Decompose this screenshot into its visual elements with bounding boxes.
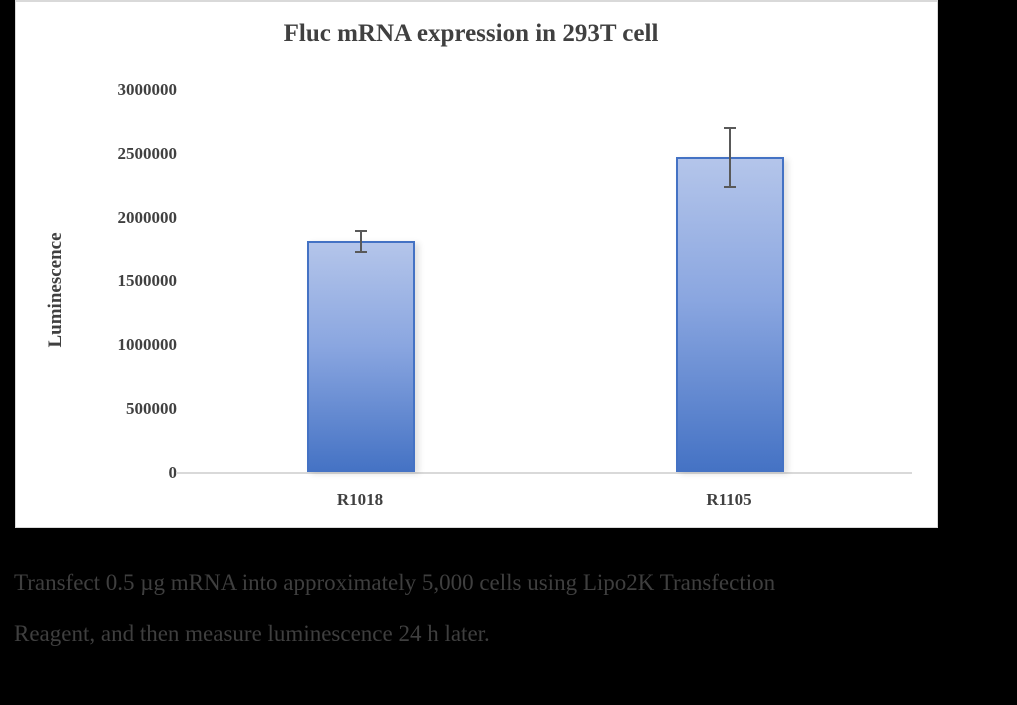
y-tick: 0 <box>168 463 178 482</box>
y-tick: 2000000 <box>117 208 178 227</box>
plot-area: R1018 R1105 <box>176 2 912 530</box>
y-tick: 500000 <box>126 399 177 418</box>
x-tick-r1018: R1018 <box>336 490 384 509</box>
chart-title: Fluc mRNA expression in 293T cell <box>283 20 659 47</box>
caption-line-2: Reagent, and then measure luminescence 2… <box>14 621 490 646</box>
error-bar <box>729 127 731 188</box>
y-axis-ticks: 0 500000 1000000 1500000 2000000 2500000… <box>77 2 178 530</box>
y-tick: 2500000 <box>117 144 178 163</box>
error-bar-cap <box>724 186 736 189</box>
y-tick: 1500000 <box>117 271 178 290</box>
x-axis-line <box>176 472 912 474</box>
bar-r1018 <box>307 240 415 472</box>
y-tick: 3000000 <box>117 80 178 99</box>
x-tick-r1105: R1105 <box>706 490 752 509</box>
chart-panel: Fluc mRNA expression in 293T cell Lumine… <box>15 0 938 528</box>
error-bar-cap <box>355 250 367 253</box>
caption-line-1: Transfect 0.5 µg mRNA into approximately… <box>14 570 776 595</box>
error-bar-cap <box>355 230 367 233</box>
error-bar <box>360 230 362 252</box>
bar-r1105 <box>676 157 784 472</box>
error-bar-cap <box>724 127 736 130</box>
y-axis-label: Luminescence <box>45 232 66 348</box>
y-tick: 1000000 <box>117 335 178 354</box>
